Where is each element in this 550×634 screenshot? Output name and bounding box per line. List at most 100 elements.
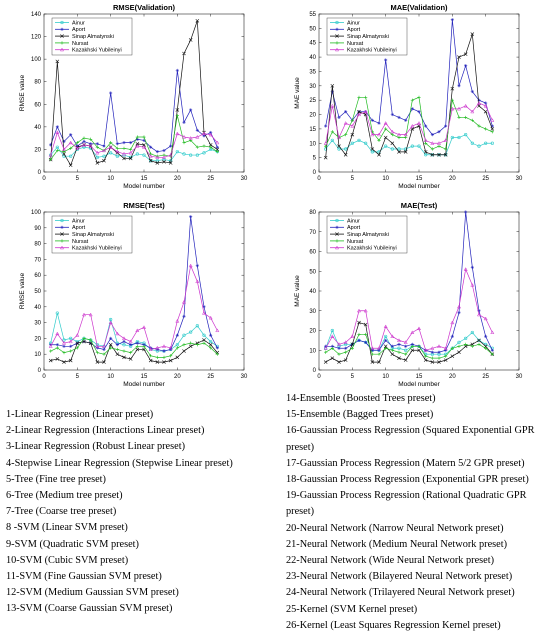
data-point <box>141 325 147 329</box>
model-list-item: 5-Tree (Fine tree preset) <box>6 473 106 485</box>
data-point <box>188 38 193 42</box>
data-point <box>377 360 381 364</box>
data-point <box>95 360 100 364</box>
data-point <box>390 334 395 338</box>
data-point <box>48 344 53 348</box>
data-point <box>209 339 213 344</box>
data-point <box>357 332 361 337</box>
data-point <box>60 225 64 229</box>
data-point <box>175 113 179 118</box>
data-point <box>396 132 402 137</box>
data-point <box>169 354 173 358</box>
data-point <box>344 350 348 354</box>
data-point <box>376 346 382 350</box>
data-point <box>182 120 186 124</box>
model-list-item: 17-Gaussian Process Regression (Matern 5… <box>286 457 525 469</box>
data-point <box>59 245 65 250</box>
data-point <box>417 144 421 148</box>
data-point <box>169 347 173 352</box>
data-point <box>324 350 328 354</box>
data-point <box>377 121 381 125</box>
y-tick-label: 90 <box>34 226 41 232</box>
data-point <box>397 346 401 350</box>
data-point <box>195 264 199 268</box>
data-point <box>75 146 80 150</box>
data-point <box>483 103 488 108</box>
y-tick-label: 55 <box>309 12 316 18</box>
data-point <box>115 146 119 150</box>
data-point <box>490 130 494 134</box>
legend-label: Kazakhski Yubileinyi <box>347 48 397 54</box>
x-tick-label: 0 <box>42 176 46 182</box>
data-point <box>62 152 66 156</box>
data-point <box>430 147 434 151</box>
data-point <box>450 106 455 111</box>
data-point <box>155 345 160 350</box>
data-point <box>403 340 408 344</box>
data-point <box>390 129 395 134</box>
data-point <box>324 144 328 148</box>
data-point <box>470 330 474 335</box>
chart-mae-test: 0 10 20 30 40 50 60 70 80 0 5 10 15 20 25 30 MAE(Test) Mo… <box>275 198 550 398</box>
data-point <box>68 140 73 145</box>
data-point <box>337 360 341 364</box>
data-point <box>404 147 408 151</box>
data-point <box>182 141 186 145</box>
data-point <box>142 135 146 139</box>
data-point <box>122 343 126 347</box>
chart-title: RMSE(Validation) <box>113 3 176 12</box>
data-point <box>424 153 428 157</box>
data-point <box>209 130 213 135</box>
data-point <box>60 232 64 236</box>
series-line <box>50 20 218 167</box>
data-point <box>175 355 180 360</box>
data-point <box>55 125 59 129</box>
data-point <box>162 157 166 162</box>
data-point <box>135 141 140 146</box>
data-point <box>464 342 468 346</box>
data-point <box>135 344 139 348</box>
model-list-item: 25-Kernel (SVM Kernel preset) <box>286 603 418 615</box>
x-tick-label: 5 <box>76 176 80 182</box>
y-tick-label: 5 <box>313 156 317 162</box>
data-point <box>464 210 468 214</box>
data-point <box>49 157 53 162</box>
data-point <box>457 350 461 355</box>
x-tick-label: 15 <box>416 176 423 182</box>
data-point <box>89 137 93 141</box>
data-point <box>102 360 106 364</box>
data-point <box>483 316 488 321</box>
y-tick-label: 20 <box>309 113 316 119</box>
data-point <box>201 131 207 136</box>
data-point <box>464 133 468 137</box>
data-point <box>75 341 80 345</box>
x-axis-label: Model number <box>123 183 165 190</box>
model-list-item: 26-Kernel (Least Squares Regression Kern… <box>286 619 501 631</box>
data-point <box>155 159 159 163</box>
data-point <box>330 334 335 338</box>
data-point <box>182 349 186 353</box>
data-point <box>175 346 179 350</box>
data-point <box>195 279 200 284</box>
data-point <box>476 100 482 105</box>
data-point <box>390 147 394 151</box>
data-point <box>122 339 126 344</box>
model-list-item: 22-Neural Network (Wide Neural Network p… <box>286 555 495 567</box>
model-list-item: 16-Gaussian Process Regression (Squared … <box>286 425 535 437</box>
data-point <box>82 336 86 340</box>
data-point <box>350 141 354 145</box>
y-tick-label: 60 <box>309 250 316 256</box>
y-tick-label: 45 <box>309 41 316 47</box>
data-point <box>75 141 79 145</box>
data-point <box>55 357 60 361</box>
data-point <box>334 245 340 250</box>
data-point <box>102 154 106 158</box>
model-list-item: 10-SVM (Cubic SVM preset) <box>6 554 129 566</box>
y-tick-label: 70 <box>34 257 41 263</box>
data-point <box>357 95 361 99</box>
y-tick-label: 140 <box>31 12 42 18</box>
data-point <box>129 141 133 145</box>
data-point <box>55 130 60 135</box>
